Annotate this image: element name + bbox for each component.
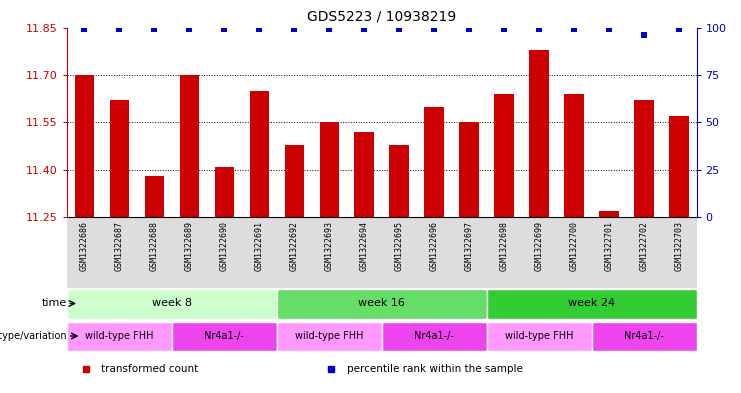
Text: percentile rank within the sample: percentile rank within the sample	[347, 364, 523, 374]
Text: GSM1322699: GSM1322699	[534, 221, 544, 271]
Point	[393, 26, 405, 33]
Bar	[565, 94, 584, 217]
Text: time: time	[41, 298, 67, 309]
Text: genotype/variation: genotype/variation	[0, 331, 67, 341]
Point	[148, 26, 160, 33]
Bar	[67, 322, 172, 351]
Bar	[487, 290, 697, 319]
Text: transformed count: transformed count	[102, 364, 199, 374]
Bar	[494, 94, 514, 217]
Text: wild-type FHH: wild-type FHH	[295, 331, 363, 341]
Point	[288, 26, 300, 33]
Point	[533, 26, 545, 33]
Bar	[144, 176, 164, 217]
Text: wild-type FHH: wild-type FHH	[85, 331, 153, 341]
Bar	[669, 116, 688, 217]
Bar	[354, 132, 373, 217]
Text: GSM1322695: GSM1322695	[395, 221, 404, 271]
Point	[79, 26, 90, 33]
Bar	[634, 100, 654, 217]
Text: week 16: week 16	[358, 298, 405, 309]
Bar	[382, 322, 487, 351]
Bar	[319, 122, 339, 217]
Bar	[276, 322, 382, 351]
Text: GSM1322700: GSM1322700	[570, 221, 579, 271]
Point	[568, 26, 580, 33]
Point	[463, 26, 475, 33]
Bar	[110, 100, 129, 217]
Point	[428, 26, 440, 33]
Point	[253, 26, 265, 33]
Text: GSM1322692: GSM1322692	[290, 221, 299, 271]
Bar	[67, 290, 276, 319]
Bar	[459, 122, 479, 217]
Point	[113, 26, 125, 33]
Text: GSM1322694: GSM1322694	[359, 221, 368, 271]
Text: GSM1322702: GSM1322702	[639, 221, 648, 271]
Point	[673, 26, 685, 33]
Text: GSM1322693: GSM1322693	[325, 221, 333, 271]
Bar	[599, 211, 619, 217]
Bar	[276, 290, 487, 319]
Bar	[250, 91, 269, 217]
Text: week 24: week 24	[568, 298, 615, 309]
Bar	[425, 107, 444, 217]
Title: GDS5223 / 10938219: GDS5223 / 10938219	[307, 9, 456, 24]
Text: week 8: week 8	[152, 298, 192, 309]
Text: GSM1322697: GSM1322697	[465, 221, 473, 271]
Text: GSM1322690: GSM1322690	[219, 221, 229, 271]
Bar	[390, 145, 409, 217]
Bar	[179, 75, 199, 217]
Text: GSM1322686: GSM1322686	[80, 221, 89, 271]
Bar	[285, 145, 304, 217]
Text: GSM1322696: GSM1322696	[430, 221, 439, 271]
Text: Nr4a1-/-: Nr4a1-/-	[205, 331, 244, 341]
Bar	[530, 50, 548, 217]
Text: wild-type FHH: wild-type FHH	[505, 331, 574, 341]
Point	[638, 32, 650, 38]
Text: GSM1322687: GSM1322687	[115, 221, 124, 271]
Text: Nr4a1-/-: Nr4a1-/-	[414, 331, 454, 341]
Bar	[172, 322, 276, 351]
Text: GSM1322698: GSM1322698	[499, 221, 508, 271]
Point	[183, 26, 195, 33]
Text: GSM1322688: GSM1322688	[150, 221, 159, 271]
Bar	[591, 322, 697, 351]
Text: Nr4a1-/-: Nr4a1-/-	[624, 331, 664, 341]
Text: GSM1322689: GSM1322689	[185, 221, 193, 271]
Point	[323, 26, 335, 33]
Text: GSM1322691: GSM1322691	[255, 221, 264, 271]
Bar	[75, 75, 94, 217]
Point	[218, 26, 230, 33]
Text: GSM1322703: GSM1322703	[674, 221, 683, 271]
Point	[603, 26, 615, 33]
Point	[498, 26, 510, 33]
Bar	[487, 322, 591, 351]
Text: GSM1322701: GSM1322701	[605, 221, 614, 271]
Bar	[215, 167, 233, 217]
Point	[358, 26, 370, 33]
